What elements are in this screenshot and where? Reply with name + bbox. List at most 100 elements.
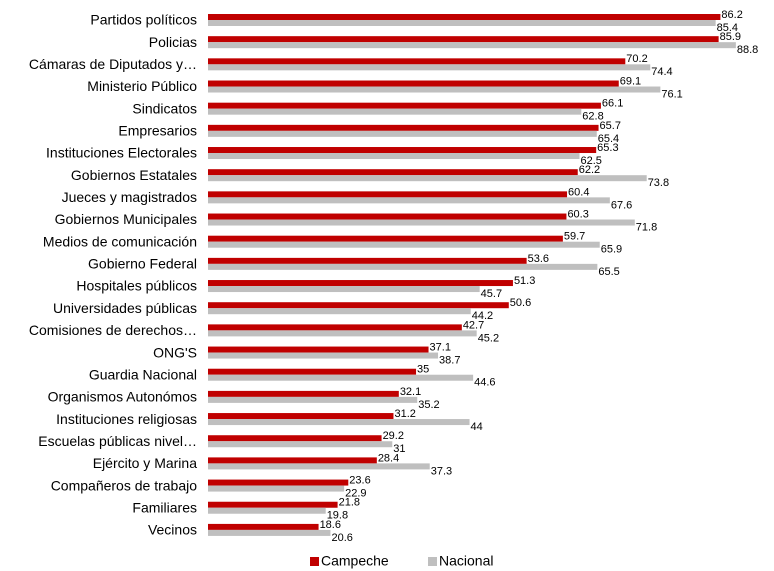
value-label: 32.1 — [400, 386, 421, 398]
value-label: 31 — [393, 443, 405, 455]
legend-swatch — [310, 557, 319, 566]
category-label: Ejército y Marina — [93, 455, 197, 471]
bar — [208, 64, 651, 71]
bar — [208, 308, 471, 315]
bar — [208, 501, 338, 508]
bar — [208, 241, 600, 248]
value-label: 59.7 — [564, 231, 585, 243]
bar — [208, 419, 470, 426]
value-label: 65.4 — [598, 133, 619, 145]
bar — [208, 346, 429, 353]
value-label: 23.6 — [349, 474, 370, 486]
bar — [208, 441, 393, 448]
bar — [208, 191, 568, 198]
value-label: 76.1 — [661, 88, 682, 100]
bar — [208, 14, 721, 20]
category-label: ONG'S — [153, 344, 197, 360]
value-label: 38.7 — [439, 354, 460, 366]
category-label: Empresarios — [118, 123, 197, 139]
category-label: Medios de comunicación — [43, 233, 197, 249]
value-label: 21.8 — [339, 497, 360, 509]
value-label: 44.2 — [472, 310, 493, 322]
value-label: 42.7 — [463, 319, 484, 331]
value-label: 60.3 — [567, 208, 588, 220]
bar — [208, 263, 598, 270]
value-label: 65.5 — [598, 266, 619, 278]
bar — [208, 457, 377, 464]
value-label: 37.3 — [431, 465, 452, 477]
category-label: Instituciones religiosas — [56, 411, 197, 427]
value-label: 45.2 — [478, 332, 499, 344]
category-label: Policias — [149, 34, 197, 50]
bar — [208, 396, 418, 403]
value-label: 85.4 — [717, 22, 738, 34]
bar — [208, 330, 477, 337]
value-label: 53.6 — [528, 253, 549, 265]
category-label: Partidos políticos — [90, 12, 197, 28]
bar — [208, 86, 661, 93]
value-label: 85.9 — [720, 31, 741, 43]
value-label: 73.8 — [648, 177, 669, 189]
value-label: 28.4 — [378, 452, 399, 464]
bar — [208, 463, 430, 470]
value-label: 65.7 — [600, 120, 621, 132]
category-label: Cámaras de Diputados y… — [29, 56, 197, 72]
category-label: Comisiones de derechos… — [29, 322, 197, 338]
bar — [208, 280, 513, 287]
value-label: 19.8 — [327, 510, 348, 522]
bar — [208, 286, 480, 293]
value-label: 71.8 — [636, 221, 657, 233]
value-label: 66.1 — [602, 98, 623, 110]
bar — [208, 485, 345, 492]
legend-label: Campeche — [321, 553, 389, 569]
bar — [208, 147, 597, 154]
category-label: Escuelas públicas nivel… — [38, 433, 197, 449]
category-label: Ministerio Público — [87, 78, 197, 94]
bar — [208, 529, 331, 536]
value-label: 62.2 — [579, 164, 600, 176]
bar — [208, 324, 462, 331]
bar — [208, 175, 647, 182]
bar — [208, 108, 582, 115]
bar — [208, 80, 619, 87]
bar — [208, 58, 626, 65]
value-label: 88.8 — [737, 44, 758, 56]
value-label: 65.9 — [601, 244, 622, 256]
category-label: Organismos Autonómos — [48, 389, 197, 405]
category-label: Sindicatos — [132, 100, 197, 116]
value-label: 86.2 — [721, 9, 742, 21]
value-label: 74.4 — [651, 66, 672, 78]
value-label: 35.2 — [418, 399, 439, 411]
bar — [208, 257, 527, 264]
bar — [208, 42, 736, 49]
bar — [208, 374, 474, 381]
value-label: 62.5 — [581, 155, 602, 167]
bar — [208, 507, 326, 514]
bar — [208, 169, 578, 176]
bar — [208, 36, 719, 43]
bar — [208, 390, 399, 397]
bar — [208, 20, 716, 26]
value-label: 35 — [417, 364, 429, 376]
category-label: Jueces y magistrados — [62, 189, 197, 205]
value-label: 29.2 — [383, 430, 404, 442]
bar — [208, 124, 599, 131]
category-label: Gobierno Federal — [88, 256, 197, 272]
value-label: 65.3 — [597, 142, 618, 154]
value-label: 67.6 — [611, 199, 632, 211]
value-label: 60.4 — [568, 186, 589, 198]
value-label: 51.3 — [514, 275, 535, 287]
category-label: Compañeros de trabajo — [51, 477, 198, 493]
bar — [208, 413, 394, 420]
value-label: 50.6 — [510, 297, 531, 309]
category-label: Vecinos — [148, 522, 197, 538]
bar — [208, 523, 319, 530]
category-label: Familiares — [132, 499, 197, 515]
bar — [208, 130, 597, 137]
value-label: 31.2 — [394, 408, 415, 420]
bar — [208, 219, 635, 226]
value-label: 45.7 — [481, 288, 502, 300]
bar — [208, 479, 349, 486]
value-label: 44 — [471, 421, 483, 433]
